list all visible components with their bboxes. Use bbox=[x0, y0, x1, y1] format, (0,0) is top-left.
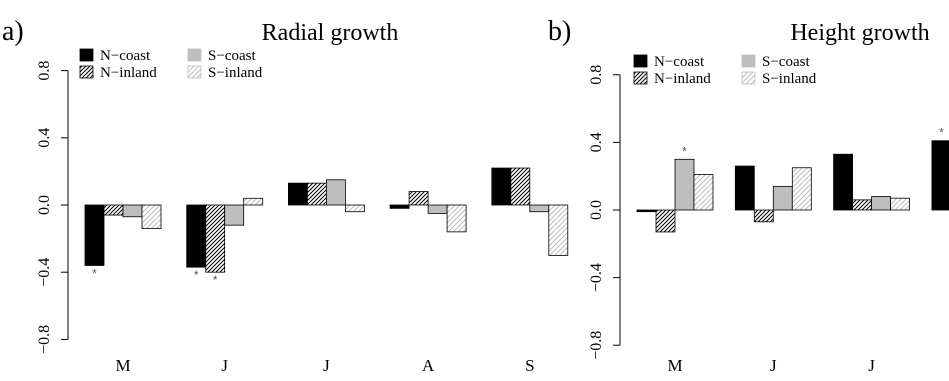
bar bbox=[674, 158, 695, 211]
bar bbox=[693, 174, 714, 211]
significance-marker: * bbox=[682, 144, 687, 158]
x-tick-label: J bbox=[868, 356, 875, 375]
significance-marker: * bbox=[213, 273, 218, 287]
bar bbox=[84, 204, 105, 266]
legend-label: N−inland bbox=[100, 65, 157, 81]
panel-label: b) bbox=[548, 16, 571, 47]
x-tick-label: J bbox=[770, 356, 777, 375]
bar bbox=[548, 204, 569, 256]
bar bbox=[529, 204, 550, 213]
y-tick-label: 0.0 bbox=[588, 200, 605, 220]
x-tick-label: A bbox=[422, 356, 435, 375]
bar bbox=[243, 197, 264, 206]
bar bbox=[772, 185, 793, 211]
y-tick-label: 0.8 bbox=[588, 65, 605, 85]
x-tick-label: J bbox=[221, 356, 228, 375]
bar bbox=[389, 204, 410, 209]
y-tick-label: −0.8 bbox=[36, 325, 53, 354]
panel-label: a) bbox=[2, 16, 24, 47]
bar bbox=[753, 209, 774, 223]
legend-label: N−coast bbox=[654, 54, 705, 70]
bar bbox=[427, 204, 448, 214]
legend-swatch bbox=[741, 54, 756, 68]
legend-label: S−coast bbox=[762, 54, 810, 70]
y-tick-label: 0.8 bbox=[36, 61, 53, 81]
y-tick-label: 0.0 bbox=[36, 195, 53, 215]
bar bbox=[205, 204, 226, 273]
legend-label: N−inland bbox=[654, 71, 711, 87]
legend-swatch bbox=[741, 71, 756, 85]
x-tick-label: S bbox=[525, 356, 534, 375]
bar bbox=[734, 165, 755, 211]
bar bbox=[871, 196, 891, 211]
bar bbox=[103, 204, 124, 216]
y-tick-label: −0.4 bbox=[36, 258, 53, 287]
y-tick-label: 0.4 bbox=[588, 132, 605, 152]
bar bbox=[408, 191, 429, 206]
x-tick-label: M bbox=[115, 356, 130, 375]
x-tick-label: J bbox=[323, 356, 330, 375]
bar bbox=[306, 182, 327, 206]
legend-label: N−coast bbox=[100, 48, 151, 64]
bar bbox=[852, 199, 872, 211]
bar bbox=[141, 204, 162, 229]
bar bbox=[224, 204, 245, 226]
bar bbox=[636, 209, 657, 213]
bar bbox=[655, 209, 676, 233]
bar bbox=[890, 197, 910, 211]
bar bbox=[510, 167, 531, 206]
bar bbox=[491, 167, 512, 206]
legend-swatch bbox=[187, 65, 202, 79]
panel-radial: a) Radial growth −0.8 −0.4 0.0 0.4 0.8 * M * * J J A S… bbox=[2, 16, 569, 375]
legend-swatch bbox=[79, 65, 94, 79]
bar bbox=[791, 167, 812, 211]
legend-label: S−inland bbox=[762, 71, 817, 87]
panel-height: b)Height growth−0.8−0.40.00.40.8*MJJ*AN−… bbox=[548, 16, 949, 375]
y-tick-label: −0.8 bbox=[588, 331, 605, 360]
legend-swatch bbox=[633, 71, 648, 85]
y-tick-label: −0.4 bbox=[588, 263, 605, 292]
bar bbox=[931, 140, 949, 211]
bar bbox=[287, 182, 308, 206]
legend-label: S−coast bbox=[208, 48, 256, 64]
legend-swatch bbox=[633, 54, 648, 68]
chart-title: Height growth bbox=[790, 20, 929, 46]
bar bbox=[446, 204, 467, 233]
bar bbox=[344, 204, 365, 213]
y-tick-label: 0.4 bbox=[36, 128, 53, 148]
bar bbox=[122, 204, 143, 218]
chart-title: Radial growth bbox=[262, 20, 399, 46]
bar bbox=[186, 204, 207, 268]
legend-swatch bbox=[187, 48, 202, 62]
legend-label: S−inland bbox=[208, 65, 263, 81]
bar bbox=[325, 179, 346, 206]
significance-marker: * bbox=[92, 266, 97, 280]
significance-marker: * bbox=[939, 126, 944, 140]
significance-marker: * bbox=[194, 268, 199, 282]
x-tick-label: M bbox=[667, 356, 682, 375]
legend-swatch bbox=[79, 48, 94, 62]
bar bbox=[833, 153, 853, 211]
